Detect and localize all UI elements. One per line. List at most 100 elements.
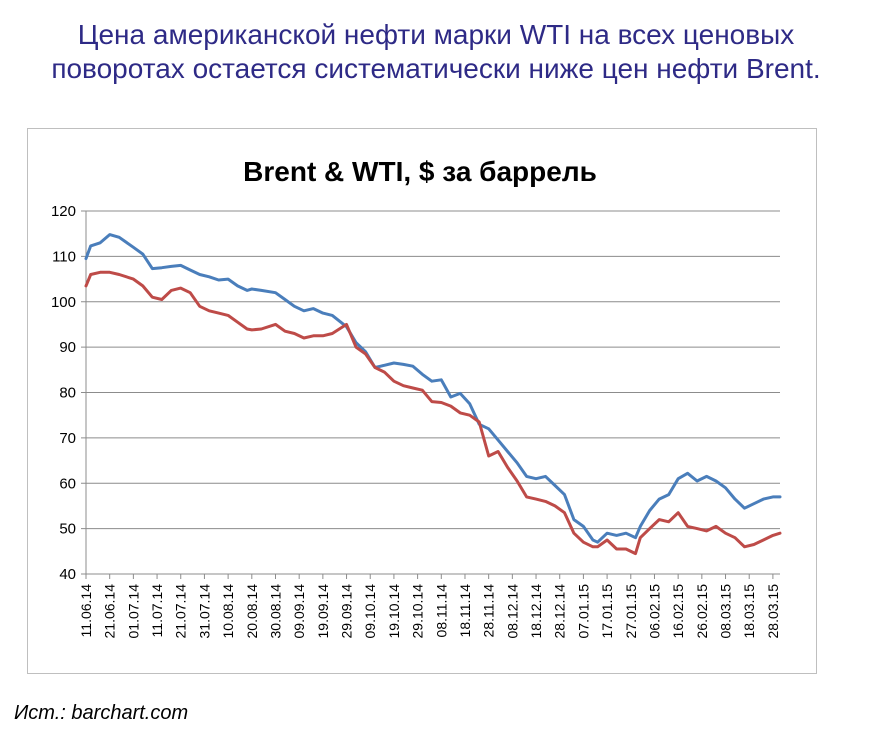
data-point-brent — [772, 496, 774, 498]
data-point-wti — [85, 285, 87, 287]
x-tick-label: 26.02.15 — [694, 584, 710, 639]
data-point-wti — [274, 323, 276, 325]
data-point-brent — [236, 285, 238, 287]
data-point-brent — [639, 525, 641, 527]
headline-line-1: Цена американской нефти марки WTI на все… — [77, 19, 795, 50]
data-point-brent — [85, 257, 87, 259]
series-lines — [84, 233, 782, 556]
data-point-brent — [90, 245, 92, 247]
data-point-brent — [615, 534, 617, 536]
data-point-brent — [108, 233, 110, 235]
y-tick-label: 100 — [51, 294, 76, 311]
data-point-wti — [649, 527, 651, 529]
chart-title: Brent & WTI, $ за баррель — [243, 156, 597, 187]
data-point-brent — [658, 498, 660, 500]
data-point-brent — [161, 267, 163, 269]
data-point-brent — [705, 475, 707, 477]
data-point-wti — [331, 332, 333, 334]
data-point-brent — [208, 276, 210, 278]
data-point-wti — [198, 305, 200, 307]
data-point-brent — [293, 305, 295, 307]
data-point-wti — [151, 296, 153, 298]
data-point-wti — [393, 380, 395, 382]
data-point-brent — [634, 537, 636, 539]
x-tick-label: 07.01.15 — [575, 584, 591, 639]
data-point-brent — [217, 279, 219, 281]
source-note: Ист.: barchart.com — [14, 702, 189, 724]
y-tick-label: 110 — [52, 248, 76, 265]
data-point-brent — [383, 364, 385, 366]
gridlines — [81, 210, 780, 575]
y-tick-label: 120 — [51, 203, 76, 220]
data-point-brent — [284, 298, 286, 300]
data-point-brent — [753, 502, 755, 504]
data-point-brent — [677, 478, 679, 480]
x-tick-label: 19.10.14 — [386, 584, 402, 639]
data-point-wti — [322, 335, 324, 337]
data-point-brent — [573, 518, 575, 520]
data-point-brent — [440, 379, 442, 381]
data-point-brent — [487, 428, 489, 430]
data-point-wti — [606, 539, 608, 541]
data-point-wti — [573, 532, 575, 534]
x-tick-label: 11.07.14 — [149, 584, 165, 638]
x-tick-label: 18.12.14 — [528, 584, 544, 639]
data-point-brent — [667, 493, 669, 495]
data-point-brent — [497, 439, 499, 441]
data-point-brent — [431, 380, 433, 382]
data-point-brent — [535, 478, 537, 480]
data-point-wti — [170, 289, 172, 291]
data-point-wti — [554, 505, 556, 507]
data-point-wti — [236, 321, 238, 323]
data-point-wti — [715, 525, 717, 527]
x-tick-label: 18.03.15 — [741, 584, 757, 639]
data-point-brent — [762, 498, 764, 500]
data-point-wti — [753, 543, 755, 545]
data-point-brent — [724, 487, 726, 489]
data-point-wti — [779, 532, 781, 534]
data-point-brent — [322, 312, 324, 314]
data-point-wti — [615, 548, 617, 550]
y-tick-label: 40 — [59, 566, 76, 583]
headline-line-2: поворотах остается систематически ниже ц… — [51, 53, 821, 84]
data-point-wti — [293, 332, 295, 334]
data-point-wti — [208, 310, 210, 312]
data-point-wti — [677, 512, 679, 514]
data-point-brent — [251, 288, 253, 290]
data-point-brent — [696, 480, 698, 482]
data-point-wti — [421, 389, 423, 391]
data-point-brent — [506, 450, 508, 452]
data-point-brent — [393, 362, 395, 364]
data-point-brent — [450, 396, 452, 398]
data-point-brent — [606, 532, 608, 534]
data-point-wti — [440, 401, 442, 403]
data-point-wti — [450, 405, 452, 407]
data-point-wti — [596, 546, 598, 548]
data-point-brent — [459, 392, 461, 394]
data-point-wti — [132, 278, 134, 280]
data-point-wti — [497, 450, 499, 452]
data-point-brent — [246, 289, 248, 291]
chart: Brent & WTI, $ за баррель 40 50 60 70 80 90 10… — [51, 156, 782, 639]
data-point-brent — [649, 509, 651, 511]
data-point-wti — [246, 328, 248, 330]
data-point-brent — [554, 484, 556, 486]
data-point-wti — [592, 546, 594, 548]
data-point-wti — [724, 532, 726, 534]
x-tick-label: 31.07.14 — [196, 584, 212, 639]
x-tick-label: 28.11.14 — [481, 584, 497, 638]
data-point-wti — [284, 330, 286, 332]
x-tick-label: 27.01.15 — [623, 584, 639, 639]
data-point-wti — [90, 273, 92, 275]
data-point-wti — [544, 500, 546, 502]
data-point-wti — [535, 498, 537, 500]
data-point-brent — [312, 307, 314, 309]
data-point-wti — [180, 287, 182, 289]
x-tick-label: 28.12.14 — [552, 584, 568, 639]
data-point-brent — [563, 493, 565, 495]
data-point-brent — [516, 462, 518, 464]
data-point-wti — [469, 414, 471, 416]
x-tick-label: 19.09.14 — [315, 584, 331, 639]
data-point-wti — [355, 346, 357, 348]
data-point-brent — [118, 236, 120, 238]
